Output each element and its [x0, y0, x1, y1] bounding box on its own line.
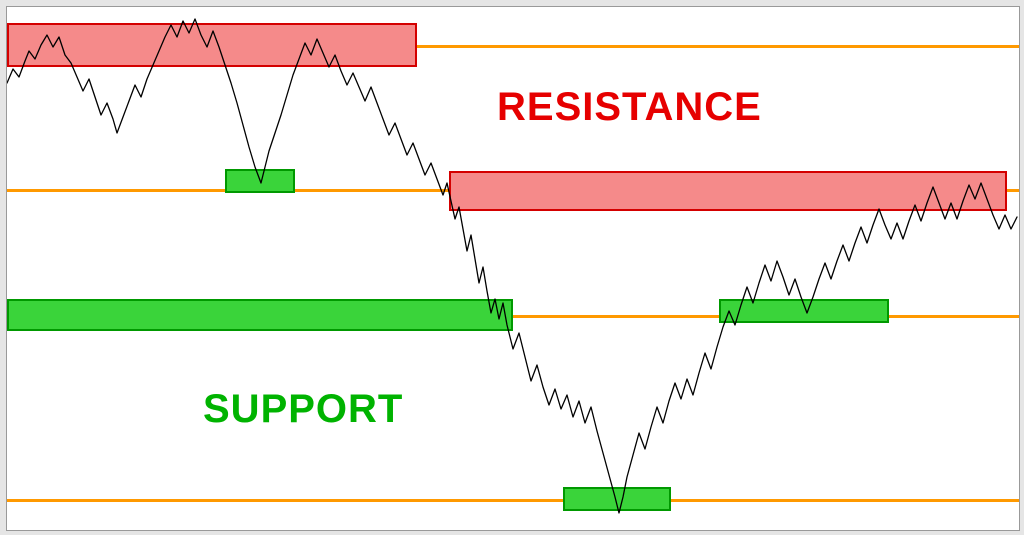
- support-label: SUPPORT: [203, 387, 403, 432]
- support-resistance-chart: RESISTANCE SUPPORT: [6, 6, 1020, 531]
- resistance-label: RESISTANCE: [497, 85, 762, 130]
